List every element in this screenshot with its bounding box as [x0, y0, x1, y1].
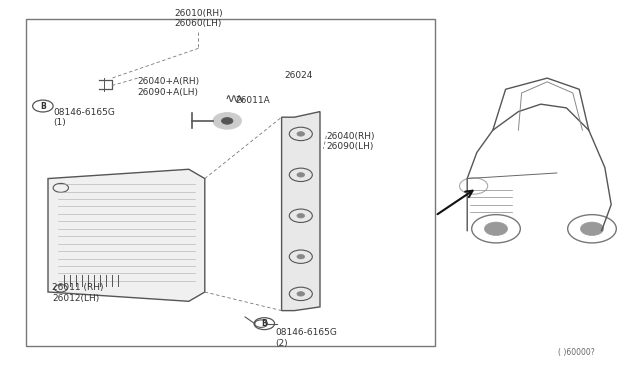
Text: 08146-6165G
(2): 08146-6165G (2) [275, 328, 337, 347]
Circle shape [580, 222, 604, 235]
Text: 26040+A(RH)
26090+A(LH): 26040+A(RH) 26090+A(LH) [138, 77, 200, 97]
Circle shape [297, 292, 305, 296]
Polygon shape [48, 169, 205, 301]
Text: 26011 (RH)
26012(LH): 26011 (RH) 26012(LH) [52, 283, 104, 303]
Circle shape [297, 214, 305, 218]
Circle shape [297, 254, 305, 259]
Circle shape [297, 132, 305, 136]
Text: B: B [262, 319, 267, 328]
Text: 08146-6165G
(1): 08146-6165G (1) [53, 108, 115, 127]
Text: ( )60000?: ( )60000? [559, 348, 595, 357]
Circle shape [213, 113, 241, 129]
Circle shape [297, 173, 305, 177]
Bar [26, 19, 435, 346]
Text: B: B [40, 102, 45, 110]
Text: 26011A: 26011A [236, 96, 270, 105]
Text: 26024: 26024 [285, 71, 313, 80]
Circle shape [484, 222, 508, 235]
Circle shape [221, 118, 233, 124]
Text: 26010(RH)
26060(LH): 26010(RH) 26060(LH) [174, 9, 223, 28]
Text: 26040(RH)
26090(LH): 26040(RH) 26090(LH) [326, 132, 375, 151]
Polygon shape [282, 112, 320, 311]
